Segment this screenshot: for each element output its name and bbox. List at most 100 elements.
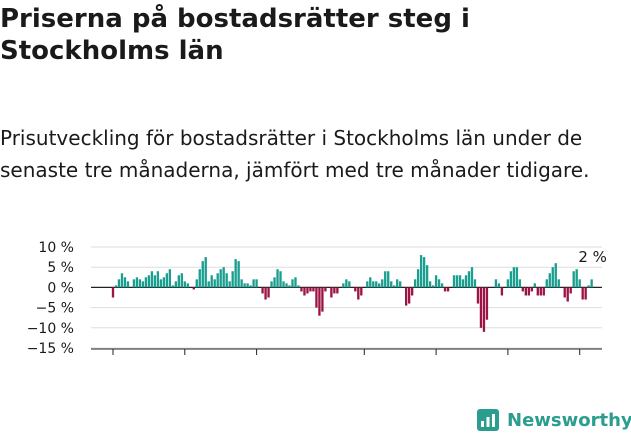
bar xyxy=(494,279,498,288)
bar xyxy=(452,275,456,288)
bar xyxy=(309,287,312,292)
bar xyxy=(584,287,587,300)
bar xyxy=(294,277,297,288)
bar xyxy=(240,279,243,288)
bar xyxy=(180,273,183,288)
bar xyxy=(156,271,160,288)
bar xyxy=(473,279,477,288)
bar xyxy=(177,275,180,288)
bar xyxy=(357,287,360,300)
bar xyxy=(345,279,348,288)
bar xyxy=(234,259,237,288)
y-tick-label: −15 % xyxy=(27,341,74,357)
bar xyxy=(291,279,294,288)
bar xyxy=(524,287,528,296)
bar xyxy=(413,279,417,288)
bar xyxy=(422,257,426,288)
bar xyxy=(270,281,273,288)
bar-chart: 10 % 5 % 0 % −5 % −10 % −15 % 201220142016201… xyxy=(27,240,607,357)
y-tick-label: −10 % xyxy=(27,321,74,337)
bar xyxy=(572,271,575,288)
bar xyxy=(114,285,118,288)
bar xyxy=(476,287,480,304)
bar xyxy=(324,287,327,292)
bar xyxy=(521,287,525,292)
bar xyxy=(566,287,569,302)
bar xyxy=(569,287,572,294)
bar xyxy=(485,287,489,320)
bar xyxy=(141,281,145,288)
bar xyxy=(461,279,465,288)
annotations: 2 % xyxy=(578,248,607,266)
bar xyxy=(405,287,408,306)
bar xyxy=(135,277,139,288)
y-tick-label: 5 % xyxy=(47,260,74,276)
bar xyxy=(434,275,438,288)
bar xyxy=(204,257,207,288)
bar xyxy=(174,281,177,288)
bar xyxy=(545,279,548,288)
bar xyxy=(500,287,504,296)
bar xyxy=(168,269,172,288)
bar xyxy=(138,279,142,288)
bar xyxy=(195,279,198,288)
bar xyxy=(437,279,441,288)
bar xyxy=(246,283,249,288)
bar xyxy=(147,275,151,288)
bar xyxy=(321,287,324,312)
bar xyxy=(390,281,393,288)
x-axis: 2012201420162019202120232025 xyxy=(91,348,602,355)
bar xyxy=(336,287,339,294)
y-axis-labels: 10 % 5 % 0 % −5 % −10 % −15 % xyxy=(27,240,74,357)
bar xyxy=(458,275,462,288)
bar xyxy=(506,279,510,288)
bar xyxy=(542,287,545,296)
bar xyxy=(512,267,516,288)
bar xyxy=(387,271,390,288)
bar xyxy=(384,271,387,288)
bar xyxy=(396,279,399,288)
bar xyxy=(578,279,581,288)
bar xyxy=(348,281,351,288)
bar xyxy=(330,287,333,298)
bar xyxy=(446,287,450,292)
bar xyxy=(222,267,225,288)
bar xyxy=(399,281,402,288)
bar xyxy=(285,283,288,288)
bar-series xyxy=(111,255,593,332)
bar xyxy=(264,287,267,300)
bar xyxy=(581,287,584,300)
bar xyxy=(440,283,444,288)
bar xyxy=(252,279,255,288)
y-tick-label: 0 % xyxy=(47,280,74,296)
bar xyxy=(425,265,429,288)
brand-name: Newsworthy xyxy=(507,409,631,431)
bar xyxy=(165,273,169,288)
bar xyxy=(306,287,309,294)
bar xyxy=(198,269,201,288)
bar xyxy=(557,279,560,288)
bar xyxy=(342,283,345,288)
last-value-label: 2 % xyxy=(578,248,607,266)
bar xyxy=(300,287,303,292)
bar xyxy=(536,287,539,296)
gridlines xyxy=(91,246,602,349)
bar xyxy=(509,271,513,288)
bar xyxy=(237,261,240,288)
bar xyxy=(249,285,252,288)
bar xyxy=(261,287,264,294)
bar xyxy=(482,287,486,332)
bar xyxy=(548,273,551,288)
bar xyxy=(318,287,321,316)
bar xyxy=(354,287,357,292)
bar xyxy=(527,287,530,296)
bar xyxy=(186,283,189,288)
bar xyxy=(159,279,163,288)
bar xyxy=(410,287,414,296)
bar xyxy=(431,285,435,288)
newsworthy-logo-icon xyxy=(477,409,499,431)
bar xyxy=(518,279,522,288)
bar xyxy=(282,281,285,288)
bar xyxy=(153,275,157,288)
bar xyxy=(575,269,578,288)
